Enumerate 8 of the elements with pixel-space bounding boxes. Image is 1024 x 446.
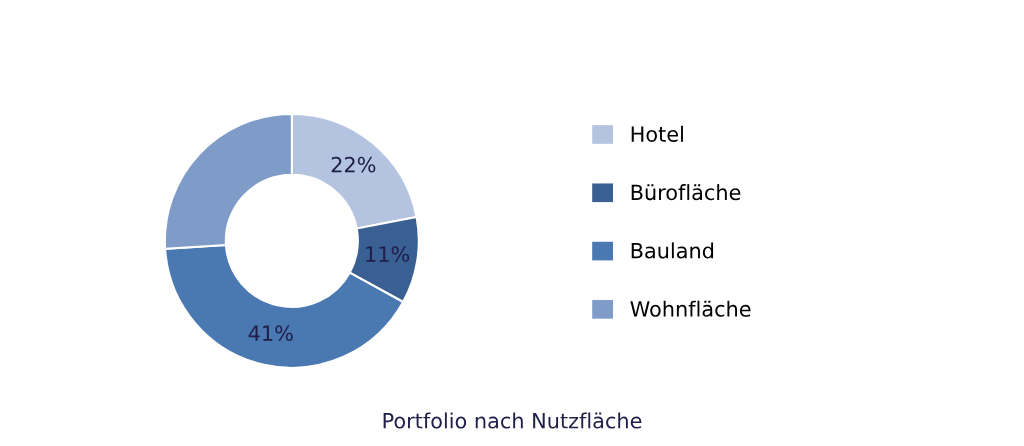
data-label: 41% — [248, 325, 293, 342]
legend-label: Hotel — [631, 125, 683, 142]
data-label: 22% — [331, 156, 376, 173]
legend-label: Bauland — [631, 242, 714, 259]
legend-label: Bürofläche — [631, 184, 741, 201]
data-label: 11% — [366, 246, 410, 262]
legend-label: Wohnfläche — [630, 300, 751, 317]
text: Portfolio nach Nutzfläche — [383, 412, 642, 429]
